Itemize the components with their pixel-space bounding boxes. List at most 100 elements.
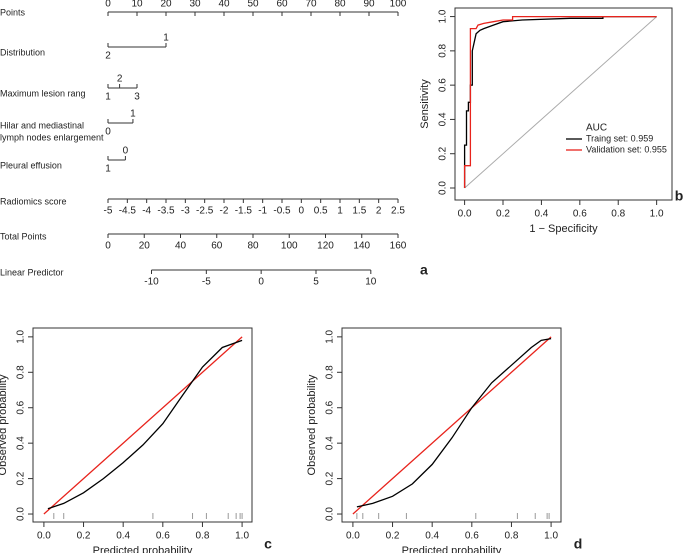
level-label: 1 bbox=[105, 164, 111, 175]
tick-label: -2.5 bbox=[196, 206, 214, 217]
tick-label: -0.5 bbox=[273, 206, 291, 217]
tick-label: 0 bbox=[258, 277, 264, 288]
level-label: 2 bbox=[117, 74, 123, 85]
tick-label: 80 bbox=[247, 241, 259, 252]
tick-label: 60 bbox=[276, 0, 288, 10]
x-tick-label: 0.4 bbox=[116, 531, 130, 542]
level-label: 2 bbox=[105, 51, 111, 62]
tick-label: 2.5 bbox=[391, 206, 405, 217]
panel-letter: c bbox=[264, 536, 272, 552]
x-tick-label: 0.2 bbox=[496, 209, 510, 220]
tick-label: 10 bbox=[131, 0, 143, 10]
y-tick-label: 0.4 bbox=[16, 436, 27, 450]
y-tick-label: 0.4 bbox=[438, 112, 449, 126]
x-tick-label: 1.0 bbox=[650, 209, 664, 220]
row-label: lymph nodes enlargement bbox=[0, 132, 104, 142]
y-tick-label: 1.0 bbox=[16, 329, 27, 343]
tick-label: -5 bbox=[202, 277, 211, 288]
x-tick-label: 0.8 bbox=[611, 209, 625, 220]
tick-label: -3 bbox=[181, 206, 190, 217]
row-label: Maximum lesion rang bbox=[0, 88, 86, 98]
panel-letter: a bbox=[420, 262, 428, 278]
y-tick-label: 0.2 bbox=[325, 471, 336, 485]
panel-letter: b bbox=[675, 188, 684, 204]
plot-frame bbox=[32, 327, 253, 523]
series-line bbox=[47, 339, 243, 510]
level-label: 3 bbox=[134, 92, 140, 103]
tick-label: -1 bbox=[258, 206, 267, 217]
y-tick-label: 1.0 bbox=[438, 9, 449, 23]
series-line bbox=[463, 15, 657, 188]
y-tick-label: 0.0 bbox=[16, 507, 27, 521]
tick-label: 20 bbox=[160, 0, 172, 10]
y-axis-label: Observed probability bbox=[0, 374, 9, 475]
tick-label: 80 bbox=[334, 0, 346, 10]
level-label: 1 bbox=[130, 109, 136, 120]
y-tick-label: 0.6 bbox=[16, 400, 27, 414]
tick-label: 1 bbox=[337, 206, 343, 217]
level-label: 1 bbox=[163, 33, 169, 44]
row-label: Linear Predictor bbox=[0, 267, 64, 277]
x-tick-label: 0.6 bbox=[465, 531, 479, 542]
y-axis-label: Sensitivity bbox=[419, 79, 431, 129]
x-axis-label: Predicted probability bbox=[402, 545, 502, 553]
tick-label: -3.5 bbox=[157, 206, 175, 217]
tick-label: 40 bbox=[218, 0, 230, 10]
tick-label: 0 bbox=[105, 241, 111, 252]
tick-label: 100 bbox=[390, 0, 407, 10]
x-tick-label: 0.6 bbox=[573, 209, 587, 220]
tick-label: 0.5 bbox=[314, 206, 328, 217]
tick-label: 2 bbox=[376, 206, 382, 217]
tick-label: -2 bbox=[220, 206, 229, 217]
reference-line bbox=[464, 16, 657, 189]
x-tick-label: 0.0 bbox=[458, 209, 472, 220]
row-label: Pleural effusion bbox=[0, 160, 62, 170]
plot-frame bbox=[341, 327, 562, 523]
panel-letter: d bbox=[574, 536, 583, 552]
legend-label: Traing set: 0.959 bbox=[586, 133, 653, 143]
legend-title: AUC bbox=[586, 123, 607, 134]
y-axis-label: Observed probability bbox=[306, 374, 318, 475]
tick-label: 140 bbox=[353, 241, 370, 252]
tick-label: 0 bbox=[105, 0, 111, 10]
x-tick-label: 1.0 bbox=[544, 531, 558, 542]
tick-label: -1.5 bbox=[235, 206, 253, 217]
tick-label: 30 bbox=[189, 0, 201, 10]
plot-frame bbox=[454, 7, 673, 201]
x-tick-label: 0.2 bbox=[77, 531, 91, 542]
tick-label: -5 bbox=[104, 206, 113, 217]
tick-label: 20 bbox=[139, 241, 151, 252]
tick-label: 40 bbox=[175, 241, 187, 252]
y-tick-label: 0.6 bbox=[438, 78, 449, 92]
tick-label: 60 bbox=[211, 241, 223, 252]
x-tick-label: 1.0 bbox=[235, 531, 249, 542]
tick-label: 120 bbox=[317, 241, 334, 252]
series-line bbox=[356, 337, 552, 508]
x-tick-label: 0.8 bbox=[195, 531, 209, 542]
x-tick-label: 0.4 bbox=[425, 531, 439, 542]
tick-label: 100 bbox=[281, 241, 298, 252]
row-label: Total Points bbox=[0, 231, 47, 241]
row-label: Points bbox=[0, 7, 26, 17]
tick-label: -10 bbox=[144, 277, 159, 288]
y-tick-label: 0.0 bbox=[325, 507, 336, 521]
x-tick-label: 0.6 bbox=[156, 531, 170, 542]
y-tick-label: 0.4 bbox=[325, 436, 336, 450]
x-axis-label: 1 − Specificity bbox=[529, 223, 598, 235]
row-label: Hilar and mediastinal bbox=[0, 120, 84, 130]
tick-label: 0 bbox=[299, 206, 305, 217]
tick-label: 5 bbox=[313, 277, 319, 288]
tick-label: 1.5 bbox=[352, 206, 366, 217]
x-axis-label: Predicted probability bbox=[93, 545, 193, 553]
x-tick-label: 0.4 bbox=[534, 209, 548, 220]
x-tick-label: 0.8 bbox=[504, 531, 518, 542]
x-tick-label: 0.0 bbox=[346, 531, 360, 542]
tick-label: 160 bbox=[390, 241, 407, 252]
row-label: Radiomics score bbox=[0, 196, 67, 206]
y-tick-label: 0.8 bbox=[16, 365, 27, 379]
y-tick-label: 0.8 bbox=[325, 365, 336, 379]
tick-label: 10 bbox=[365, 277, 377, 288]
series-line bbox=[43, 336, 243, 515]
row-label: Distribution bbox=[0, 47, 45, 57]
